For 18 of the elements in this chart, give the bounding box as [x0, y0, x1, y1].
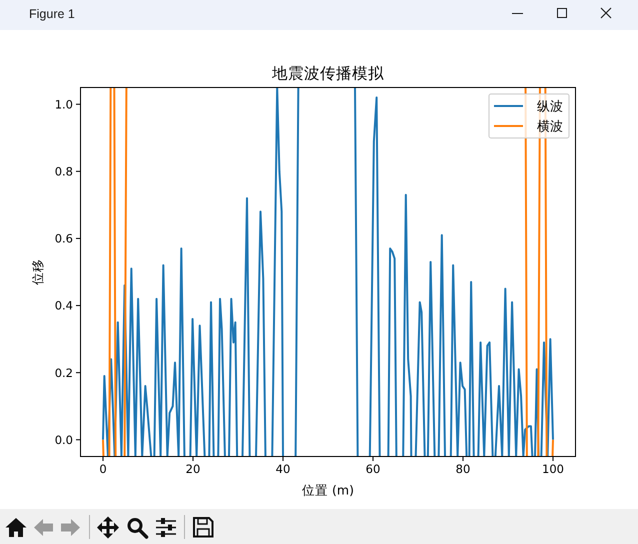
x-tick-label: 20 — [186, 462, 200, 476]
x-tick-label: 80 — [456, 462, 470, 476]
x-tick-label: 0 — [99, 462, 107, 476]
y-tick-label: 0.2 — [54, 366, 73, 380]
x-axis-title: 位置 (m) — [302, 482, 354, 498]
x-tick-label: 40 — [276, 462, 290, 476]
legend-label: 纵波 — [537, 100, 563, 114]
y-tick-label: 0.4 — [54, 298, 73, 313]
chart-title: 地震波传播模拟 — [271, 64, 385, 82]
y-tick-label: 0.0 — [54, 432, 73, 447]
caption: Figure 1 — [29, 7, 75, 21]
y-tick-label: 0.6 — [54, 232, 73, 246]
y-axis-title: 位移 — [30, 259, 45, 285]
legend-label: 横波 — [537, 120, 563, 134]
y-tick-label: 1.0 — [54, 97, 73, 112]
x-tick-label: 60 — [366, 462, 380, 476]
y-tick-label: 0.8 — [54, 164, 73, 179]
x-tick-label: 100 — [542, 462, 564, 476]
